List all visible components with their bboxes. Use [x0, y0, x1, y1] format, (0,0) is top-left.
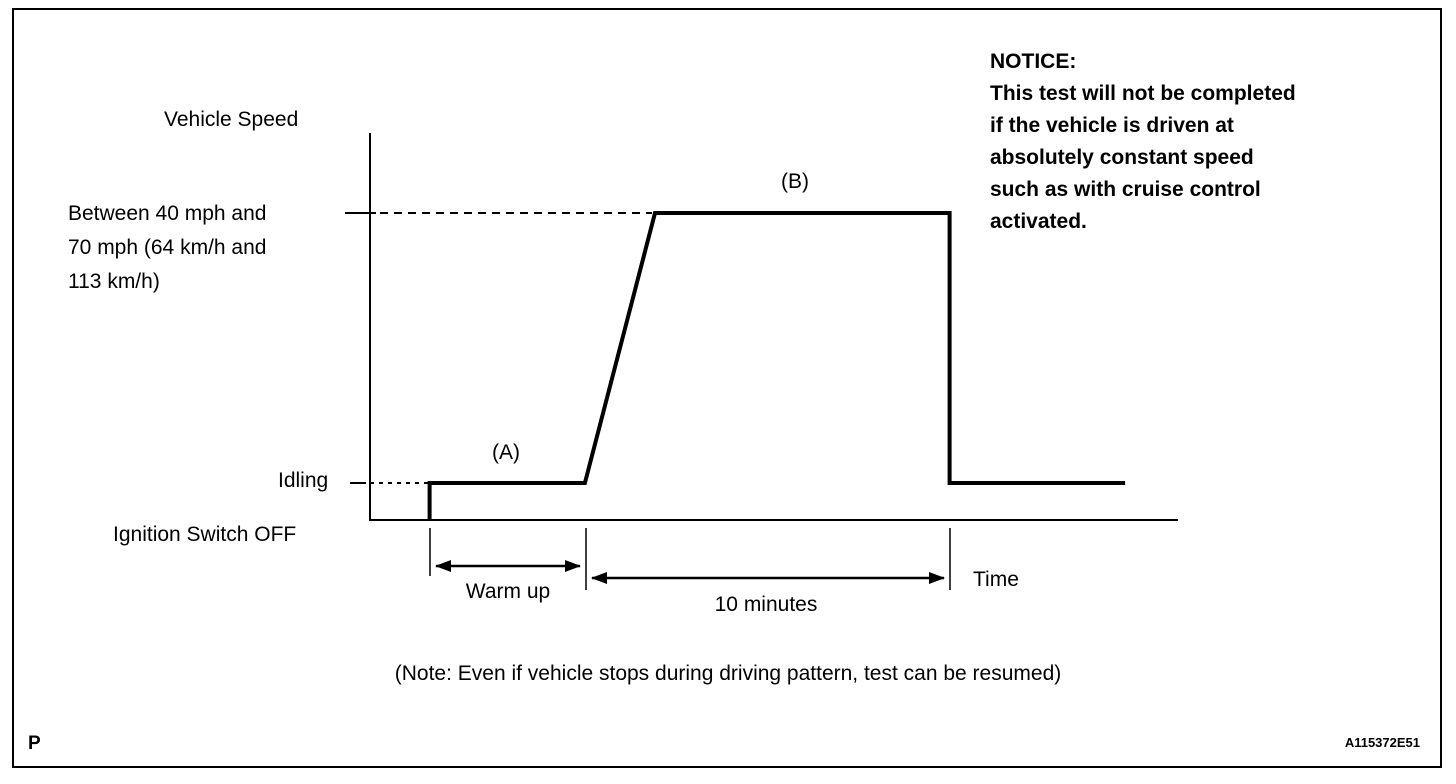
- notice-line: if the vehicle is driven at: [990, 114, 1234, 137]
- notice-title: NOTICE:: [990, 50, 1077, 73]
- ten-minutes-label: 10 minutes: [714, 593, 818, 616]
- phase-b-label: (B): [781, 170, 809, 193]
- driving-pattern-line: [427, 211, 1126, 520]
- figure-border: [12, 8, 1442, 768]
- speed-band-label-line: 113 km/h): [68, 270, 160, 293]
- idling-label: Idling: [278, 469, 329, 492]
- notice-line: activated.: [990, 210, 1087, 233]
- speed-band-label-line: 70 mph (64 km/h and: [68, 236, 267, 259]
- notice-line: such as with cruise control: [990, 178, 1261, 201]
- speed-band-label: Between 40 mph and 70 mph (64 km/h and 1…: [68, 197, 266, 299]
- phase-a-label: (A): [492, 441, 520, 464]
- vehicle-speed-axis-label: Vehicle Speed: [164, 108, 299, 131]
- notice-block: NOTICE: This test will not be completed …: [990, 46, 1420, 238]
- speed-band-label-line: Between 40 mph and: [68, 202, 267, 225]
- ignition-switch-off-label: Ignition Switch OFF: [113, 523, 297, 546]
- notice-line: This test will not be completed: [990, 82, 1296, 105]
- warm-up-label: Warm up: [465, 580, 551, 603]
- resume-note: (Note: Even if vehicle stops during driv…: [394, 662, 1062, 685]
- notice-line: absolutely constant speed: [990, 146, 1254, 169]
- time-axis-label: Time: [973, 568, 1019, 591]
- figure-code: A115372E51: [1344, 735, 1420, 750]
- page-marker: P: [28, 733, 41, 754]
